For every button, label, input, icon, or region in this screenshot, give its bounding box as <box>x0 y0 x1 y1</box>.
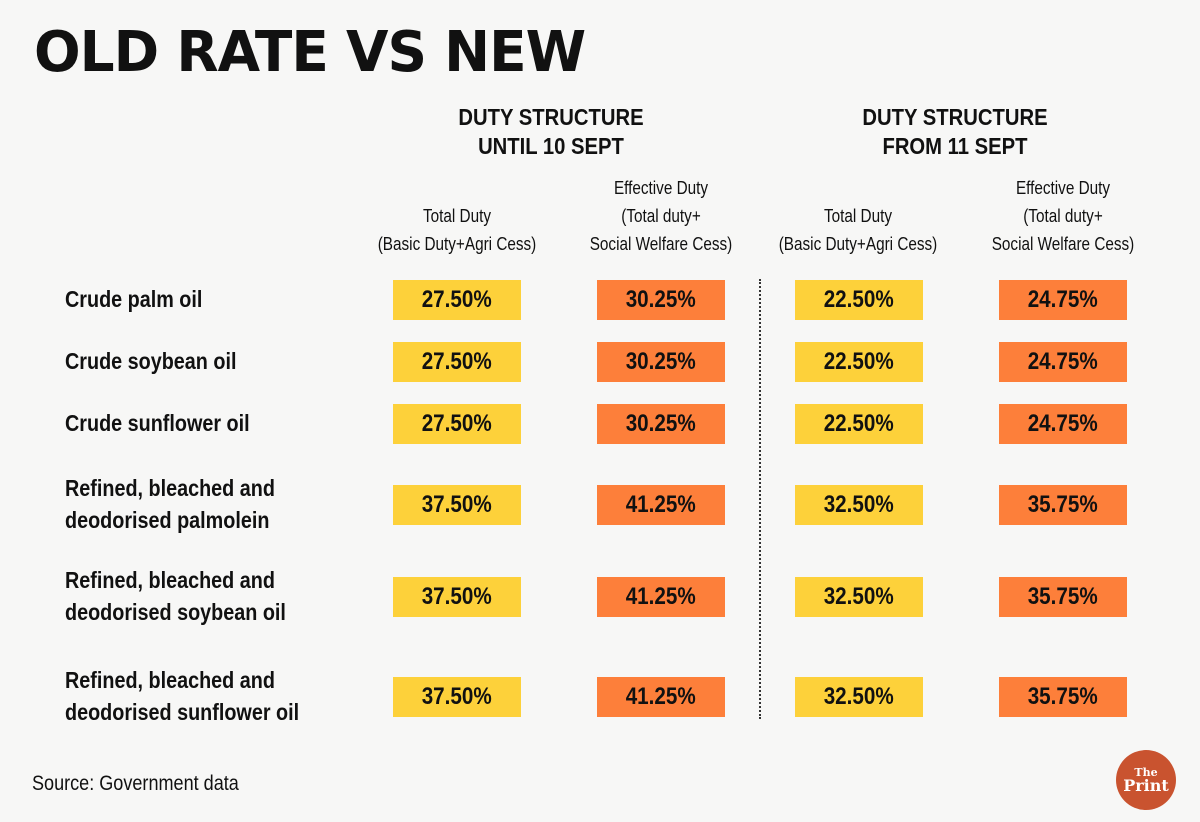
value-text: 32.50% <box>823 583 895 610</box>
value-text: 41.25% <box>625 583 697 610</box>
row-label-line: deodorised sunflower oil <box>65 699 300 725</box>
column-header-line: (Basic Duty+Agri Cess) <box>778 234 938 254</box>
row-label: Refined, bleached and deodorised palmolei… <box>65 472 340 536</box>
value-cell-effective-duty: 24.75% <box>999 404 1127 444</box>
value-text: 30.25% <box>625 410 697 437</box>
column-header-line: Social Welfare Cess) <box>589 234 733 254</box>
value-cell-total-duty: 37.50% <box>393 577 521 617</box>
group-header-from-11-sept: DUTY STRUCTURE FROM 11 SEPT <box>823 103 1087 161</box>
column-header-line: Total Duty <box>422 206 492 226</box>
column-header-line <box>773 174 943 202</box>
theprint-logo: The Print <box>1116 750 1176 810</box>
value-text: 22.50% <box>823 286 895 313</box>
value-text: 30.25% <box>625 348 697 375</box>
row-label-line: Refined, bleached and <box>65 667 275 693</box>
value-cell-total-duty: 22.50% <box>795 280 923 320</box>
value-text: 41.25% <box>625 491 697 518</box>
value-text: 27.50% <box>421 286 493 313</box>
value-text: 27.50% <box>421 348 493 375</box>
row-label: Crude sunflower oil <box>65 407 340 439</box>
value-cell-effective-duty: 35.75% <box>999 485 1127 525</box>
value-text: 30.25% <box>625 286 697 313</box>
column-header-effective-duty-old: Effective Duty (Total duty+ Social Welfa… <box>576 174 746 258</box>
value-cell-total-duty: 32.50% <box>795 485 923 525</box>
value-text: 27.50% <box>421 410 493 437</box>
row-label: Refined, bleached and deodorised soybean … <box>65 564 340 628</box>
value-cell-effective-duty: 30.25% <box>597 342 725 382</box>
value-cell-effective-duty: 41.25% <box>597 485 725 525</box>
value-text: 35.75% <box>1027 583 1099 610</box>
value-cell-total-duty: 37.50% <box>393 485 521 525</box>
value-cell-total-duty: 32.50% <box>795 577 923 617</box>
row-label: Crude palm oil <box>65 283 340 315</box>
row-label-line: Refined, bleached and <box>65 567 275 593</box>
value-text: 24.75% <box>1027 410 1099 437</box>
value-cell-effective-duty: 41.25% <box>597 577 725 617</box>
value-cell-total-duty: 27.50% <box>393 404 521 444</box>
group-header-until-10-sept: DUTY STRUCTURE UNTIL 10 SEPT <box>419 103 683 161</box>
column-header-line: (Basic Duty+Agri Cess) <box>377 234 537 254</box>
column-header-line: (Total duty+ <box>621 206 701 226</box>
group-header-line: FROM 11 SEPT <box>882 133 1028 159</box>
value-text: 22.50% <box>823 348 895 375</box>
row-label-line: deodorised palmolein <box>65 507 270 533</box>
group-header-line: DUTY STRUCTURE <box>862 104 1048 130</box>
column-header-total-duty-old: Total Duty (Basic Duty+Agri Cess) <box>372 174 542 258</box>
value-cell-total-duty: 22.50% <box>795 404 923 444</box>
group-header-line: UNTIL 10 SEPT <box>478 133 624 159</box>
column-header-line: Effective Duty <box>1015 178 1111 198</box>
logo-text-print: Print <box>1123 775 1169 795</box>
value-text: 37.50% <box>421 491 493 518</box>
value-cell-effective-duty: 35.75% <box>999 577 1127 617</box>
value-cell-effective-duty: 24.75% <box>999 280 1127 320</box>
period-divider <box>759 279 761 719</box>
page-title: OLD RATE VS NEW <box>34 20 586 85</box>
row-label-line: Refined, bleached and <box>65 475 275 501</box>
column-header-line <box>372 174 542 202</box>
value-text: 37.50% <box>421 683 493 710</box>
value-cell-total-duty: 27.50% <box>393 342 521 382</box>
value-text: 24.75% <box>1027 286 1099 313</box>
value-cell-effective-duty: 24.75% <box>999 342 1127 382</box>
source-note: Source: Government data <box>32 772 239 795</box>
row-label-line: Crude palm oil <box>65 286 203 312</box>
value-text: 35.75% <box>1027 491 1099 518</box>
column-header-line: Effective Duty <box>613 178 709 198</box>
column-header-line: Total Duty <box>823 206 893 226</box>
value-cell-total-duty: 22.50% <box>795 342 923 382</box>
row-label-line: Crude sunflower oil <box>65 410 250 436</box>
value-text: 35.75% <box>1027 683 1099 710</box>
value-cell-effective-duty: 30.25% <box>597 404 725 444</box>
row-label: Crude soybean oil <box>65 345 340 377</box>
value-cell-effective-duty: 35.75% <box>999 677 1127 717</box>
value-text: 32.50% <box>823 491 895 518</box>
value-cell-total-duty: 32.50% <box>795 677 923 717</box>
column-header-total-duty-new: Total Duty (Basic Duty+Agri Cess) <box>773 174 943 258</box>
logo-text-the: The <box>1134 765 1158 779</box>
value-cell-total-duty: 27.50% <box>393 280 521 320</box>
row-label: Refined, bleached and deodorised sunflowe… <box>65 664 340 728</box>
row-label-line: Crude soybean oil <box>65 348 237 374</box>
value-text: 41.25% <box>625 683 697 710</box>
value-text: 37.50% <box>421 583 493 610</box>
value-text: 22.50% <box>823 410 895 437</box>
value-cell-total-duty: 37.50% <box>393 677 521 717</box>
value-text: 24.75% <box>1027 348 1099 375</box>
column-header-line: (Total duty+ <box>1023 206 1103 226</box>
column-header-effective-duty-new: Effective Duty (Total duty+ Social Welfa… <box>978 174 1148 258</box>
value-cell-effective-duty: 41.25% <box>597 677 725 717</box>
group-header-line: DUTY STRUCTURE <box>458 104 644 130</box>
row-label-line: deodorised soybean oil <box>65 599 286 625</box>
value-text: 32.50% <box>823 683 895 710</box>
value-cell-effective-duty: 30.25% <box>597 280 725 320</box>
column-header-line: Social Welfare Cess) <box>991 234 1135 254</box>
